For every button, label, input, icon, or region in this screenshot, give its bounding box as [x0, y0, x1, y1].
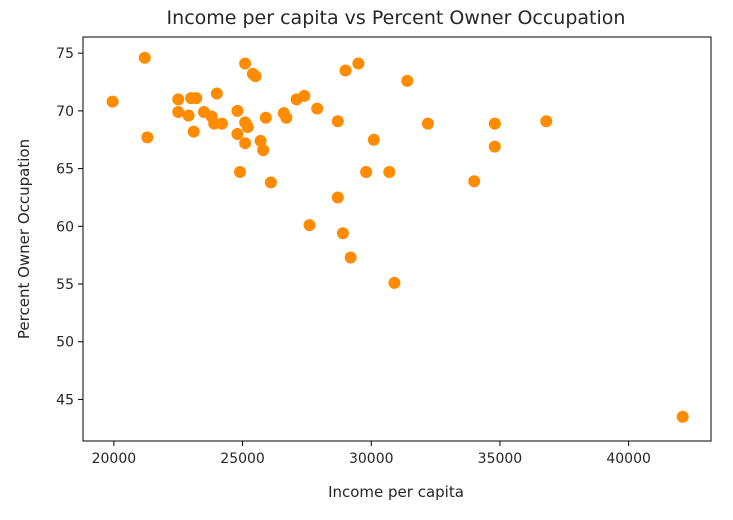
data-point — [388, 276, 401, 289]
data-point — [298, 89, 311, 102]
data-point — [360, 166, 373, 179]
x-tick-label: 30000 — [349, 451, 394, 467]
data-point — [383, 166, 396, 179]
y-tick-label: 75 — [56, 46, 74, 62]
data-point — [172, 93, 185, 106]
x-axis-label: Income per capita — [328, 483, 464, 501]
y-tick-label: 55 — [56, 277, 74, 293]
data-point — [234, 166, 246, 179]
y-tick-label: 60 — [56, 219, 74, 235]
data-point — [468, 175, 481, 188]
data-point — [241, 121, 254, 134]
x-tick-label: 35000 — [478, 451, 523, 467]
data-point — [231, 104, 244, 117]
x-axis: 20000 25000 30000 35000 40000 — [92, 441, 651, 467]
data-point — [331, 191, 344, 204]
data-point — [190, 92, 203, 105]
data-point — [239, 137, 252, 150]
data-point — [311, 102, 324, 115]
data-point — [231, 127, 244, 140]
data-point — [106, 95, 119, 108]
y-axis: 45 50 55 60 65 70 75 — [56, 46, 83, 408]
data-point — [488, 117, 501, 130]
data-point — [141, 131, 154, 144]
data-point — [259, 111, 272, 124]
x-tick-label: 20000 — [92, 451, 137, 467]
data-point — [249, 70, 262, 83]
data-point — [401, 74, 414, 87]
plot-frame — [82, 36, 712, 442]
data-point — [239, 57, 252, 70]
data-point — [187, 125, 200, 138]
data-point — [303, 219, 316, 232]
data-point — [344, 251, 357, 264]
data-point — [264, 176, 277, 189]
chart-title: Income per capita vs Percent Owner Occup… — [167, 7, 626, 29]
data-point — [421, 117, 434, 130]
data-point — [367, 133, 380, 146]
x-tick-label: 25000 — [220, 451, 265, 467]
y-axis-label: Percent Owner Occupation — [15, 139, 33, 339]
data-point — [339, 64, 352, 77]
data-point — [182, 109, 195, 122]
y-tick-label: 50 — [56, 335, 74, 351]
data-point — [280, 111, 293, 124]
data-point — [336, 227, 349, 240]
data-point — [210, 87, 223, 100]
data-point — [254, 134, 267, 147]
data-point — [488, 140, 501, 153]
data-point — [172, 106, 185, 119]
data-point — [138, 51, 151, 64]
data-point — [257, 144, 270, 157]
data-point — [676, 410, 689, 423]
data-point — [352, 57, 365, 70]
data-point — [215, 117, 228, 130]
data-point — [540, 115, 553, 128]
data-point — [331, 115, 344, 128]
y-tick-label: 65 — [56, 162, 74, 178]
y-tick-label: 70 — [56, 104, 74, 120]
x-tick-label: 40000 — [606, 451, 651, 467]
data-points — [106, 51, 689, 423]
y-tick-label: 45 — [56, 392, 74, 408]
